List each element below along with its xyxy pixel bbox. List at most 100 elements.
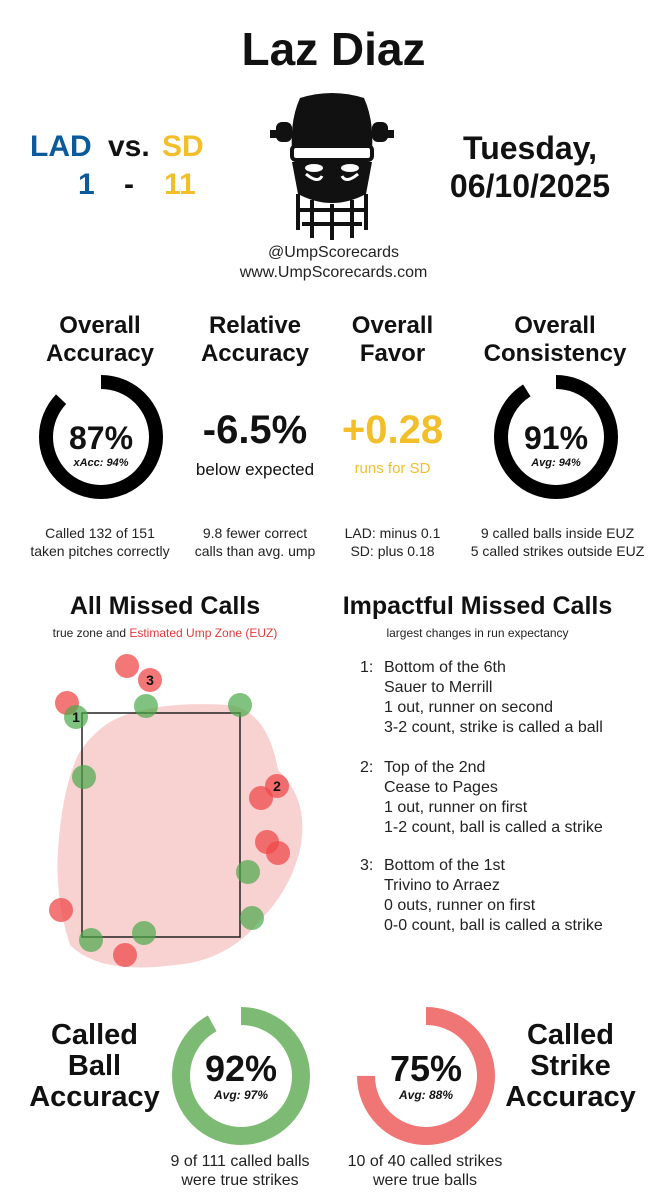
caption-true-zone: true zone and xyxy=(52,626,126,640)
umpire-name: Laz Diaz xyxy=(241,23,426,75)
called-ball-ring xyxy=(172,1007,310,1145)
missed-calls-caption: true zone and Estimated Ump Zone (EUZ) xyxy=(0,626,330,640)
impact-text: Bottom of the 1st Trivino to Arraez 0 ou… xyxy=(384,856,603,936)
accuracy-title-2: Accuracy xyxy=(45,340,155,367)
called-strike-label-2: Strike xyxy=(530,1050,611,1082)
missed-call-point xyxy=(72,765,96,789)
called-strike-average: Avg: 88% xyxy=(398,1088,454,1102)
relative-value: -6.5% xyxy=(202,408,308,452)
called-ball-value: 92% xyxy=(204,1048,278,1089)
favor-title-2: Favor xyxy=(359,340,426,367)
impact-situation: 1 out, runner on second xyxy=(384,699,554,716)
missed-call-point xyxy=(49,898,73,922)
impact-inning: Top of the 2nd xyxy=(384,759,486,776)
called-ball-label-3: Accuracy xyxy=(29,1081,160,1113)
missed-call-point xyxy=(240,906,264,930)
impact-situation: 0 outs, runner on first xyxy=(384,897,536,914)
missed-call-point xyxy=(138,668,162,692)
impact-num: 2: xyxy=(360,759,374,776)
consistency-ring-arc xyxy=(494,375,618,499)
missed-call-label-2: 2 xyxy=(273,778,281,794)
missed-call-point xyxy=(134,694,158,718)
impact-call: 1-2 count, ball is called a strike xyxy=(384,819,603,836)
missed-call-points xyxy=(49,654,290,967)
relative-foot-1: 9.8 fewer correct xyxy=(202,525,308,541)
called-ball-ring-arc xyxy=(172,1007,310,1145)
missed-calls-plot: 1 2 3 xyxy=(49,654,303,968)
relative-title-1: Relative xyxy=(208,312,302,339)
missed-call-point xyxy=(113,943,137,967)
consistency-title-1: Overall xyxy=(514,312,596,339)
called-ball-label-2: Ball xyxy=(67,1050,122,1082)
favor-foot-2: SD: plus 0.18 xyxy=(350,543,435,559)
impact-matchup: Sauer to Merrill xyxy=(384,679,493,696)
accuracy-title-1: Overall xyxy=(59,312,141,339)
favor-sub: runs for SD xyxy=(354,460,431,477)
favor-foot-1: LAD: minus 0.1 xyxy=(344,525,441,541)
impact-num: 1: xyxy=(360,659,374,676)
impactful-caption: largest changes in run expectancy xyxy=(386,626,569,640)
impact-call: 0-0 count, ball is called a strike xyxy=(384,917,603,934)
impact-situation: 1 out, runner on first xyxy=(384,799,528,816)
missed-call-point xyxy=(236,860,260,884)
missed-calls-title: All Missed Calls xyxy=(69,592,261,620)
social-handle: @UmpScorecards xyxy=(268,244,399,261)
impact-inning: Bottom of the 6th xyxy=(384,659,506,676)
accuracy-value: 87% xyxy=(68,420,134,456)
euz-region xyxy=(57,704,303,968)
impact-call: 3-2 count, strike is called a ball xyxy=(384,719,603,736)
accuracy-ring-arc xyxy=(39,375,163,499)
impact-matchup: Cease to Pages xyxy=(384,779,498,796)
missed-call-point xyxy=(266,841,290,865)
impact-matchup: Trivino to Arraez xyxy=(384,877,500,894)
consistency-foot-1: 9 called balls inside EUZ xyxy=(480,525,635,541)
accuracy-ring xyxy=(39,375,163,499)
score-dash: - xyxy=(124,168,134,201)
away-team: LAD xyxy=(30,130,92,163)
missed-call-point xyxy=(64,705,88,729)
game-day: Tuesday, xyxy=(463,130,597,166)
missed-call-label-1: 1 xyxy=(72,709,80,725)
versus-label: vs. xyxy=(108,130,150,163)
consistency-title-2: Consistency xyxy=(483,340,627,367)
called-strike-value: 75% xyxy=(389,1048,463,1089)
favor-value: +0.28 xyxy=(341,408,444,452)
impactful-title: Impactful Missed Calls xyxy=(342,592,613,620)
umpire-mask-icon xyxy=(270,93,394,240)
relative-sub: below expected xyxy=(195,460,315,479)
relative-title-2: Accuracy xyxy=(200,340,310,367)
called-strike-foot-2: were true balls xyxy=(372,1172,478,1189)
impact-item-1: 1: Bottom of the 6th Sauer to Merrill 1 … xyxy=(360,658,660,740)
called-strike-ring-arc xyxy=(357,1007,495,1145)
relative-foot-2: calls than avg. ump xyxy=(194,543,316,559)
impact-inning: Bottom of the 1st xyxy=(384,857,505,874)
called-ball-average: Avg: 97% xyxy=(213,1088,269,1102)
away-score: 1 xyxy=(78,168,95,201)
impact-text: Bottom of the 6th Sauer to Merrill 1 out… xyxy=(384,658,603,738)
called-strike-foot-1: 10 of 40 called strikes xyxy=(347,1153,503,1170)
called-strike-label-3: Accuracy xyxy=(505,1081,636,1113)
home-score: 11 xyxy=(164,168,196,201)
called-ball-label-1: Called xyxy=(50,1019,139,1051)
consistency-foot-2: 5 called strikes outside EUZ xyxy=(470,543,645,559)
impact-item-2: 2: Top of the 2nd Cease to Pages 1 out, … xyxy=(360,758,660,840)
consistency-ring xyxy=(494,375,618,499)
caption-euz: Estimated Ump Zone (EUZ) xyxy=(129,626,278,640)
home-team: SD xyxy=(162,130,204,163)
accuracy-foot-2: taken pitches correctly xyxy=(30,543,170,559)
missed-call-point xyxy=(79,928,103,952)
called-strike-label-1: Called xyxy=(526,1019,615,1051)
missed-call-point xyxy=(115,654,139,678)
consistency-average: Avg: 94% xyxy=(531,457,581,469)
called-strike-ring xyxy=(357,1007,495,1145)
consistency-value: 91% xyxy=(523,420,589,456)
missed-call-point xyxy=(132,921,156,945)
favor-title-1: Overall xyxy=(351,312,434,339)
accuracy-expected: xAcc: 94% xyxy=(73,457,129,469)
missed-call-point xyxy=(249,786,273,810)
game-date: 06/10/2025 xyxy=(449,168,611,204)
website-url: www.UmpScorecards.com xyxy=(239,264,428,281)
missed-call-point xyxy=(228,693,252,717)
impact-text: Top of the 2nd Cease to Pages 1 out, run… xyxy=(384,758,603,838)
impact-num: 3: xyxy=(360,857,374,874)
